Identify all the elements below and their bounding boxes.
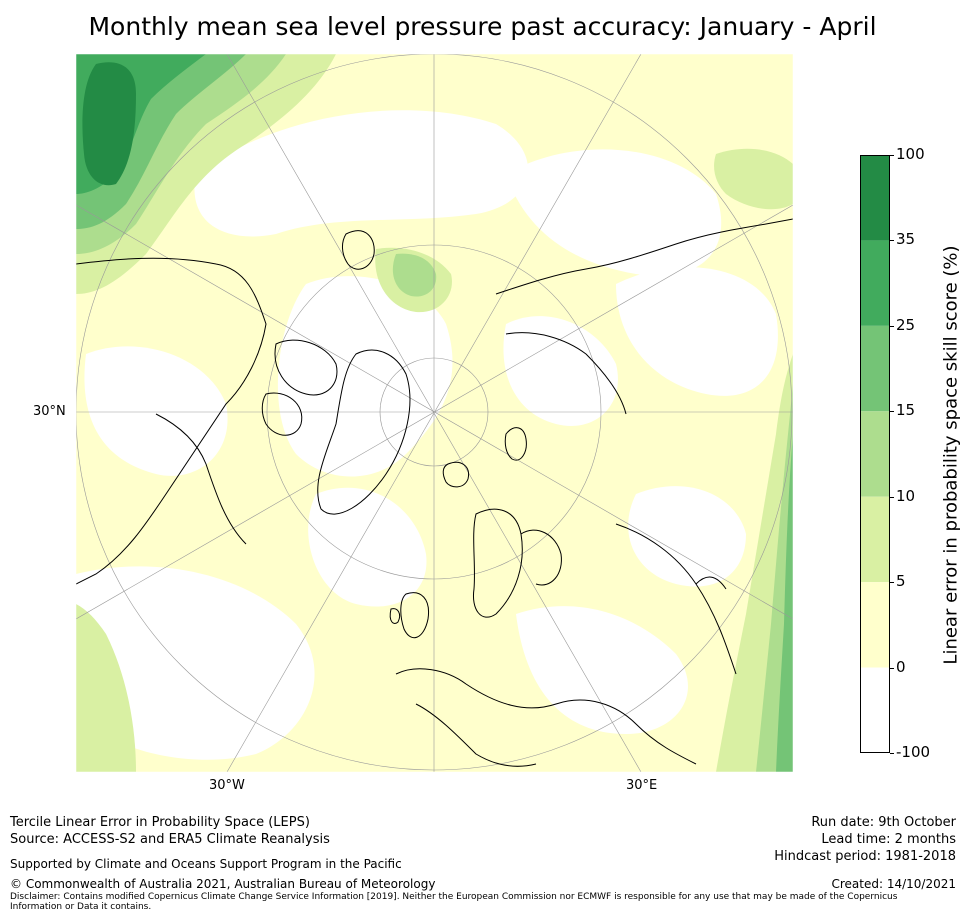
colorbar-tick-label: 100 <box>896 145 925 163</box>
footer-method: Tercile Linear Error in Probability Spac… <box>10 815 310 830</box>
no-skill-regions <box>76 110 778 760</box>
colorbar-tick-mark <box>890 240 894 242</box>
colorbar-label: Linear error in probability space skill … <box>940 245 962 665</box>
colorbar-tick-label: 10 <box>896 486 916 505</box>
created-date: Created: 14/10/2021 <box>831 877 956 891</box>
footer-copyright: © Commonwealth of Australia 2021, Austra… <box>10 877 436 891</box>
colorbar-tick-label: -100 <box>896 743 931 761</box>
colorbar-tick-label: 15 <box>896 401 916 420</box>
colorbar-tick-mark <box>890 667 894 669</box>
colorbar-tick-mark <box>890 753 894 754</box>
colorbar <box>860 155 890 753</box>
hindcast-period: Hindcast period: 1981-2018 <box>774 849 956 864</box>
lon-label-30w: 30°W <box>209 778 245 793</box>
colorbar-tick-label: 5 <box>896 572 906 591</box>
colorbar-segment <box>860 240 890 326</box>
footer-source: Source: ACCESS-S2 and ERA5 Climate Reana… <box>10 832 330 847</box>
colorbar-tick-mark <box>890 496 894 498</box>
colorbar-tick-mark <box>890 325 894 327</box>
lat-label-30n: 30°N <box>33 404 66 419</box>
lon-label-30e: 30°E <box>626 778 658 793</box>
colorbar-tick-mark <box>890 411 894 413</box>
footer-disclaimer: Disclaimer: Contains modified Copernicus… <box>10 892 898 912</box>
chart-title: Monthly mean sea level pressure past acc… <box>88 12 877 41</box>
lead-time: Lead time: 2 months <box>821 832 956 847</box>
colorbar-segment <box>860 667 890 753</box>
colorbar-tick-mark <box>890 582 894 584</box>
colorbar-tick-label: 25 <box>896 315 916 334</box>
footer-support: Supported by Climate and Oceans Support … <box>10 857 402 871</box>
coastlines <box>76 218 793 767</box>
run-date: Run date: 9th October <box>811 815 956 830</box>
colorbar-segment <box>860 496 890 583</box>
colorbar-segment <box>860 325 890 412</box>
colorbar-tick-mark <box>890 155 894 156</box>
colorbar-segment <box>860 411 890 497</box>
colorbar-tick-label: 35 <box>896 230 916 249</box>
colorbar-segment <box>860 582 890 668</box>
skill-score-map <box>76 54 793 772</box>
graticule <box>76 54 793 772</box>
colorbar-segment <box>860 155 890 241</box>
colorbar-tick-label: 0 <box>896 657 906 676</box>
